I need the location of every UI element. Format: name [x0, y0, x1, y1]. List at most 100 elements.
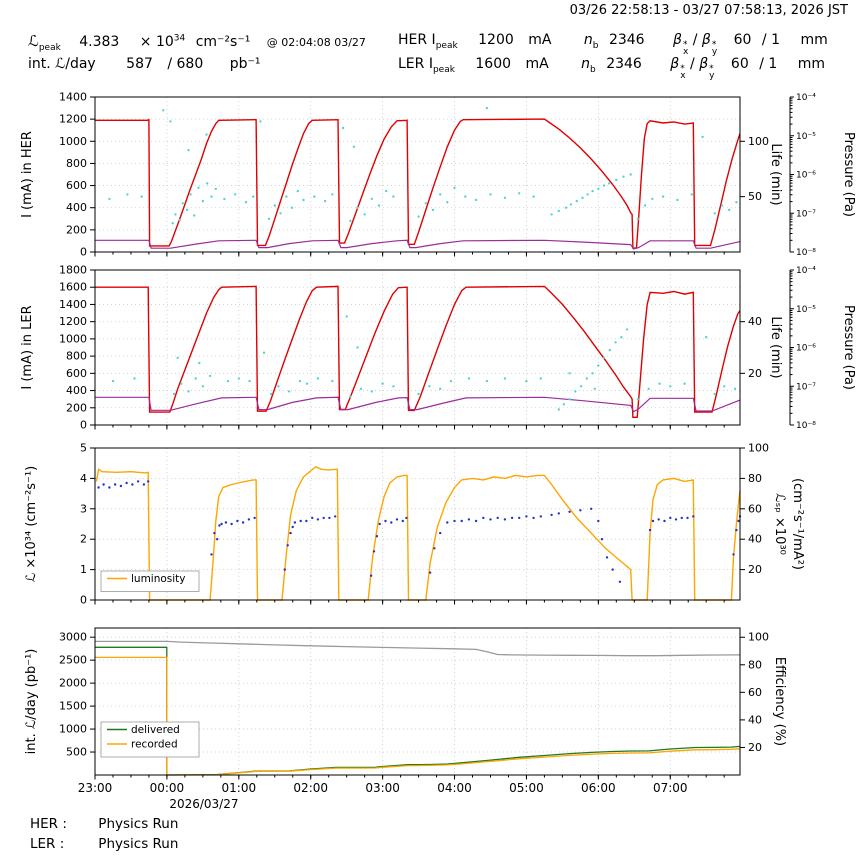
svg-text:40: 40	[748, 713, 762, 726]
peak-lum-exp: 34	[173, 33, 186, 44]
peak-lum-unit: cm⁻²s⁻¹	[195, 34, 251, 50]
her-beta-den: / 1	[761, 32, 780, 48]
svg-text:100: 100	[748, 631, 769, 644]
betay-symbol: β	[701, 32, 711, 48]
her-status-value: Physics Run	[98, 816, 179, 832]
series-specific-luminosity	[97, 480, 742, 583]
svg-text:07:00: 07:00	[653, 781, 688, 795]
svg-text:100: 100	[748, 442, 769, 455]
axis-title-right-luminosity-0: ℒₛₚ ×10³⁰	[772, 493, 787, 555]
axis-title-left-her: I (mA) in HER	[20, 131, 35, 218]
svg-text:05:00: 05:00	[509, 781, 544, 795]
svg-text:60: 60	[748, 686, 762, 699]
svg-text:10⁻⁴: 10⁻⁴	[796, 266, 816, 276]
her-current-sub: peak	[435, 40, 458, 51]
svg-text:delivered: delivered	[131, 724, 180, 736]
peak-lum-timestamp: @ 02:04:08 03/27	[266, 36, 366, 49]
ler-current-sub: peak	[432, 64, 455, 75]
svg-text:200: 200	[66, 401, 87, 414]
ler-nb-value: 2346	[606, 56, 642, 72]
svg-text:10⁻⁴: 10⁻⁴	[796, 93, 816, 103]
panel-her: 0 200 400 600 800 1000 1200 1400 50 100 I (mA) in …	[20, 91, 856, 259]
her-nb-sub: b	[592, 40, 599, 51]
betax-symbol-2: β	[670, 56, 680, 72]
svg-text:1200: 1200	[59, 113, 87, 126]
svg-text:04:00: 04:00	[437, 781, 472, 795]
svg-text:2500: 2500	[59, 654, 87, 667]
axis-title-right-her-0: Life (min)	[768, 143, 783, 205]
beta-sep: /	[692, 32, 698, 48]
panel-integrated: 500 1000 1500 2000 2500 3000 20 40 60 80 100 23:00 0…	[24, 627, 787, 811]
betay-supsub: * y	[711, 40, 718, 57]
svg-text:10⁻⁵: 10⁻⁵	[796, 132, 816, 142]
series-ler-lifetime	[111, 315, 737, 411]
x-axis-date-label: 2026/03/27	[169, 797, 238, 811]
svg-text:1000: 1000	[59, 135, 87, 148]
svg-text:0: 0	[80, 246, 87, 259]
svg-text:200: 200	[66, 223, 87, 236]
svg-text:800: 800	[66, 157, 87, 170]
ler-beta-unit: mm	[797, 56, 825, 72]
ler-status-value: Physics Run	[98, 836, 179, 852]
ler-beta-den: / 1	[759, 56, 778, 72]
svg-text:20: 20	[748, 741, 762, 754]
series-her-lifetime	[108, 106, 738, 225]
her-beta-unit: mm	[800, 32, 828, 48]
svg-text:2: 2	[80, 533, 87, 546]
svg-text:400: 400	[66, 201, 87, 214]
axis-title-left-luminosity: ℒ ×10³⁴ (cm⁻²s⁻¹)	[24, 466, 39, 582]
svg-text:10⁻⁸: 10⁻⁸	[796, 248, 816, 258]
svg-text:1000: 1000	[59, 723, 87, 736]
time-range-title: 03/26 22:58:13 - 03/27 07:58:13, 2026 JS…	[569, 3, 848, 18]
series-ler-current	[95, 285, 741, 418]
betay-supsub-2: * y	[709, 64, 715, 81]
svg-text:1600: 1600	[59, 281, 87, 294]
svg-text:recorded: recorded	[131, 739, 178, 751]
svg-text:3: 3	[80, 502, 87, 515]
intlum-unit: pb⁻¹	[229, 56, 261, 72]
svg-text:10⁻⁶: 10⁻⁶	[796, 171, 816, 181]
axis-title-right-luminosity-1: (cm⁻²s⁻¹/mA²)	[790, 478, 805, 570]
peak-lum-scale: × 10	[139, 34, 174, 50]
legend-luminosity: luminosity	[100, 570, 200, 592]
series-recorded	[95, 656, 741, 776]
integrated-luminosity-row: int. ℒ/day 587 / 680 pb⁻¹	[28, 56, 260, 72]
series-luminosity	[95, 465, 741, 601]
svg-text:10⁻⁷: 10⁻⁷	[796, 382, 816, 392]
svg-text:50: 50	[748, 190, 762, 203]
her-run-status: HER : Physics Run	[30, 816, 178, 832]
svg-text:1000: 1000	[59, 332, 87, 345]
svg-text:40: 40	[748, 533, 762, 546]
panel-ler: 0 200 400 600 800 1000 1200 1400 1600 1800 20 40 I (…	[20, 264, 856, 432]
her-status-label: HER :	[30, 816, 67, 832]
lum-symbol-sub: peak	[38, 42, 61, 53]
ler-current-label: LER I	[398, 56, 433, 72]
svg-text:0: 0	[80, 419, 87, 432]
legend-integrated: delivered recorded	[100, 721, 200, 758]
svg-text:03:00: 03:00	[365, 781, 400, 795]
betay-symbol-2: β	[699, 56, 709, 72]
axis-title-left-integrated: int. ℒ/day (pb⁻¹)	[24, 649, 39, 755]
svg-text:40: 40	[748, 315, 762, 328]
her-current-value: 1200	[478, 32, 514, 48]
ler-current-unit: mA	[525, 56, 549, 72]
betax-supsub-2: * x	[680, 64, 686, 81]
panel-luminosity: 0 1 2 3 4 5 20 40 60 80 100 ℒ ×10³⁴ (cm⁻²s⁻¹) ℒₛₚ ×1…	[24, 442, 805, 607]
svg-text:06:00: 06:00	[581, 781, 616, 795]
svg-text:10⁻⁵: 10⁻⁵	[796, 305, 816, 315]
svg-text:luminosity: luminosity	[131, 573, 186, 585]
svg-text:3000: 3000	[59, 631, 87, 644]
ler-nb-sub: b	[590, 64, 596, 75]
ler-current-value: 1600	[475, 56, 512, 72]
axis-title-right-ler-0: Life (min)	[768, 316, 783, 378]
beta-sep-2: /	[690, 56, 695, 72]
svg-text:20: 20	[748, 367, 762, 380]
her-summary-row: HER Ipeak 1200 mA nb 2346 β * x / β * y 60 /…	[398, 32, 828, 57]
svg-text:1400: 1400	[59, 91, 87, 104]
svg-text:02:00: 02:00	[293, 781, 328, 795]
svg-text:10⁻⁸: 10⁻⁸	[796, 421, 816, 431]
svg-text:1500: 1500	[59, 700, 87, 713]
svg-text:1200: 1200	[59, 315, 87, 328]
ler-status-label: LER :	[30, 836, 65, 852]
